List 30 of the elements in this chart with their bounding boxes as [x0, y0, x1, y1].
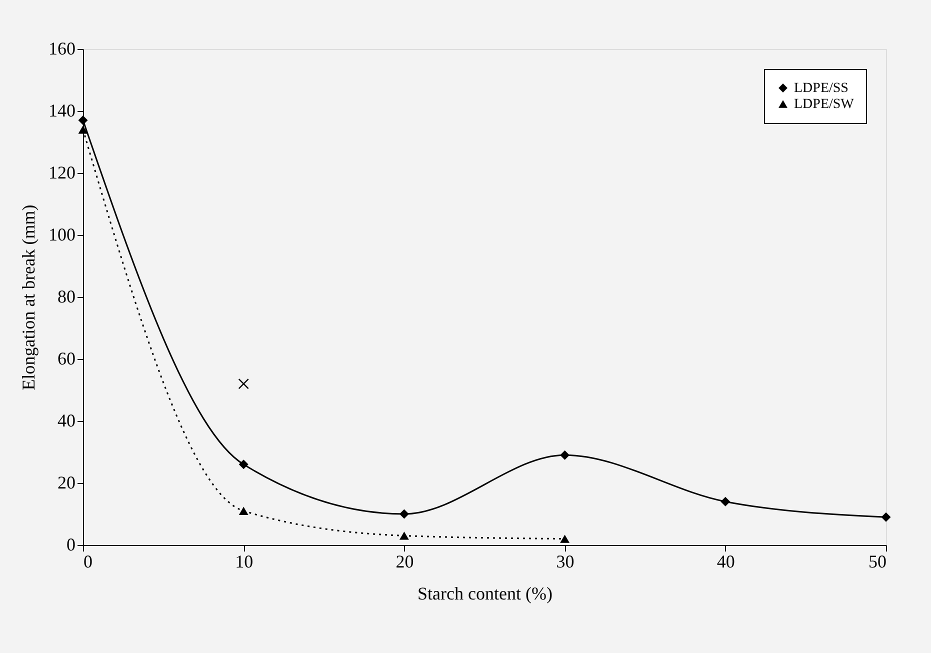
- x-tick-label: 40: [716, 552, 735, 572]
- point: [238, 460, 248, 470]
- x-tick-label: 30: [556, 552, 574, 572]
- point: [238, 378, 249, 390]
- point: [560, 450, 570, 460]
- point: [881, 512, 891, 522]
- x-tick-label: 10: [235, 552, 254, 572]
- point: [720, 496, 730, 506]
- point: [78, 116, 88, 126]
- y-axis-title: Elongation at break (mm): [18, 204, 38, 390]
- y-tick-label: 80: [58, 286, 76, 306]
- y-tick-label: 160: [48, 38, 76, 58]
- y-tick-label: 60: [58, 348, 76, 368]
- legend-label: LDPE/SW: [794, 97, 855, 112]
- y-tick-label: 100: [48, 224, 76, 244]
- x-axis-title: Starch content (%): [418, 584, 552, 604]
- y-tick-label: 0: [66, 534, 76, 554]
- point: [399, 532, 409, 540]
- x-tick-label: 0: [84, 552, 92, 572]
- legend-label: LDPE/SS: [794, 81, 848, 96]
- x-tick-label: 50: [868, 552, 886, 572]
- y-tick-label: 40: [58, 410, 76, 430]
- point: [238, 506, 248, 516]
- point: [399, 509, 409, 519]
- y-tick-label: 120: [48, 162, 76, 182]
- x-tick-label: 20: [396, 552, 414, 572]
- point: [560, 534, 570, 543]
- point: [78, 125, 88, 134]
- y-tick-label: 140: [48, 100, 76, 120]
- y-tick-label: 20: [58, 472, 76, 492]
